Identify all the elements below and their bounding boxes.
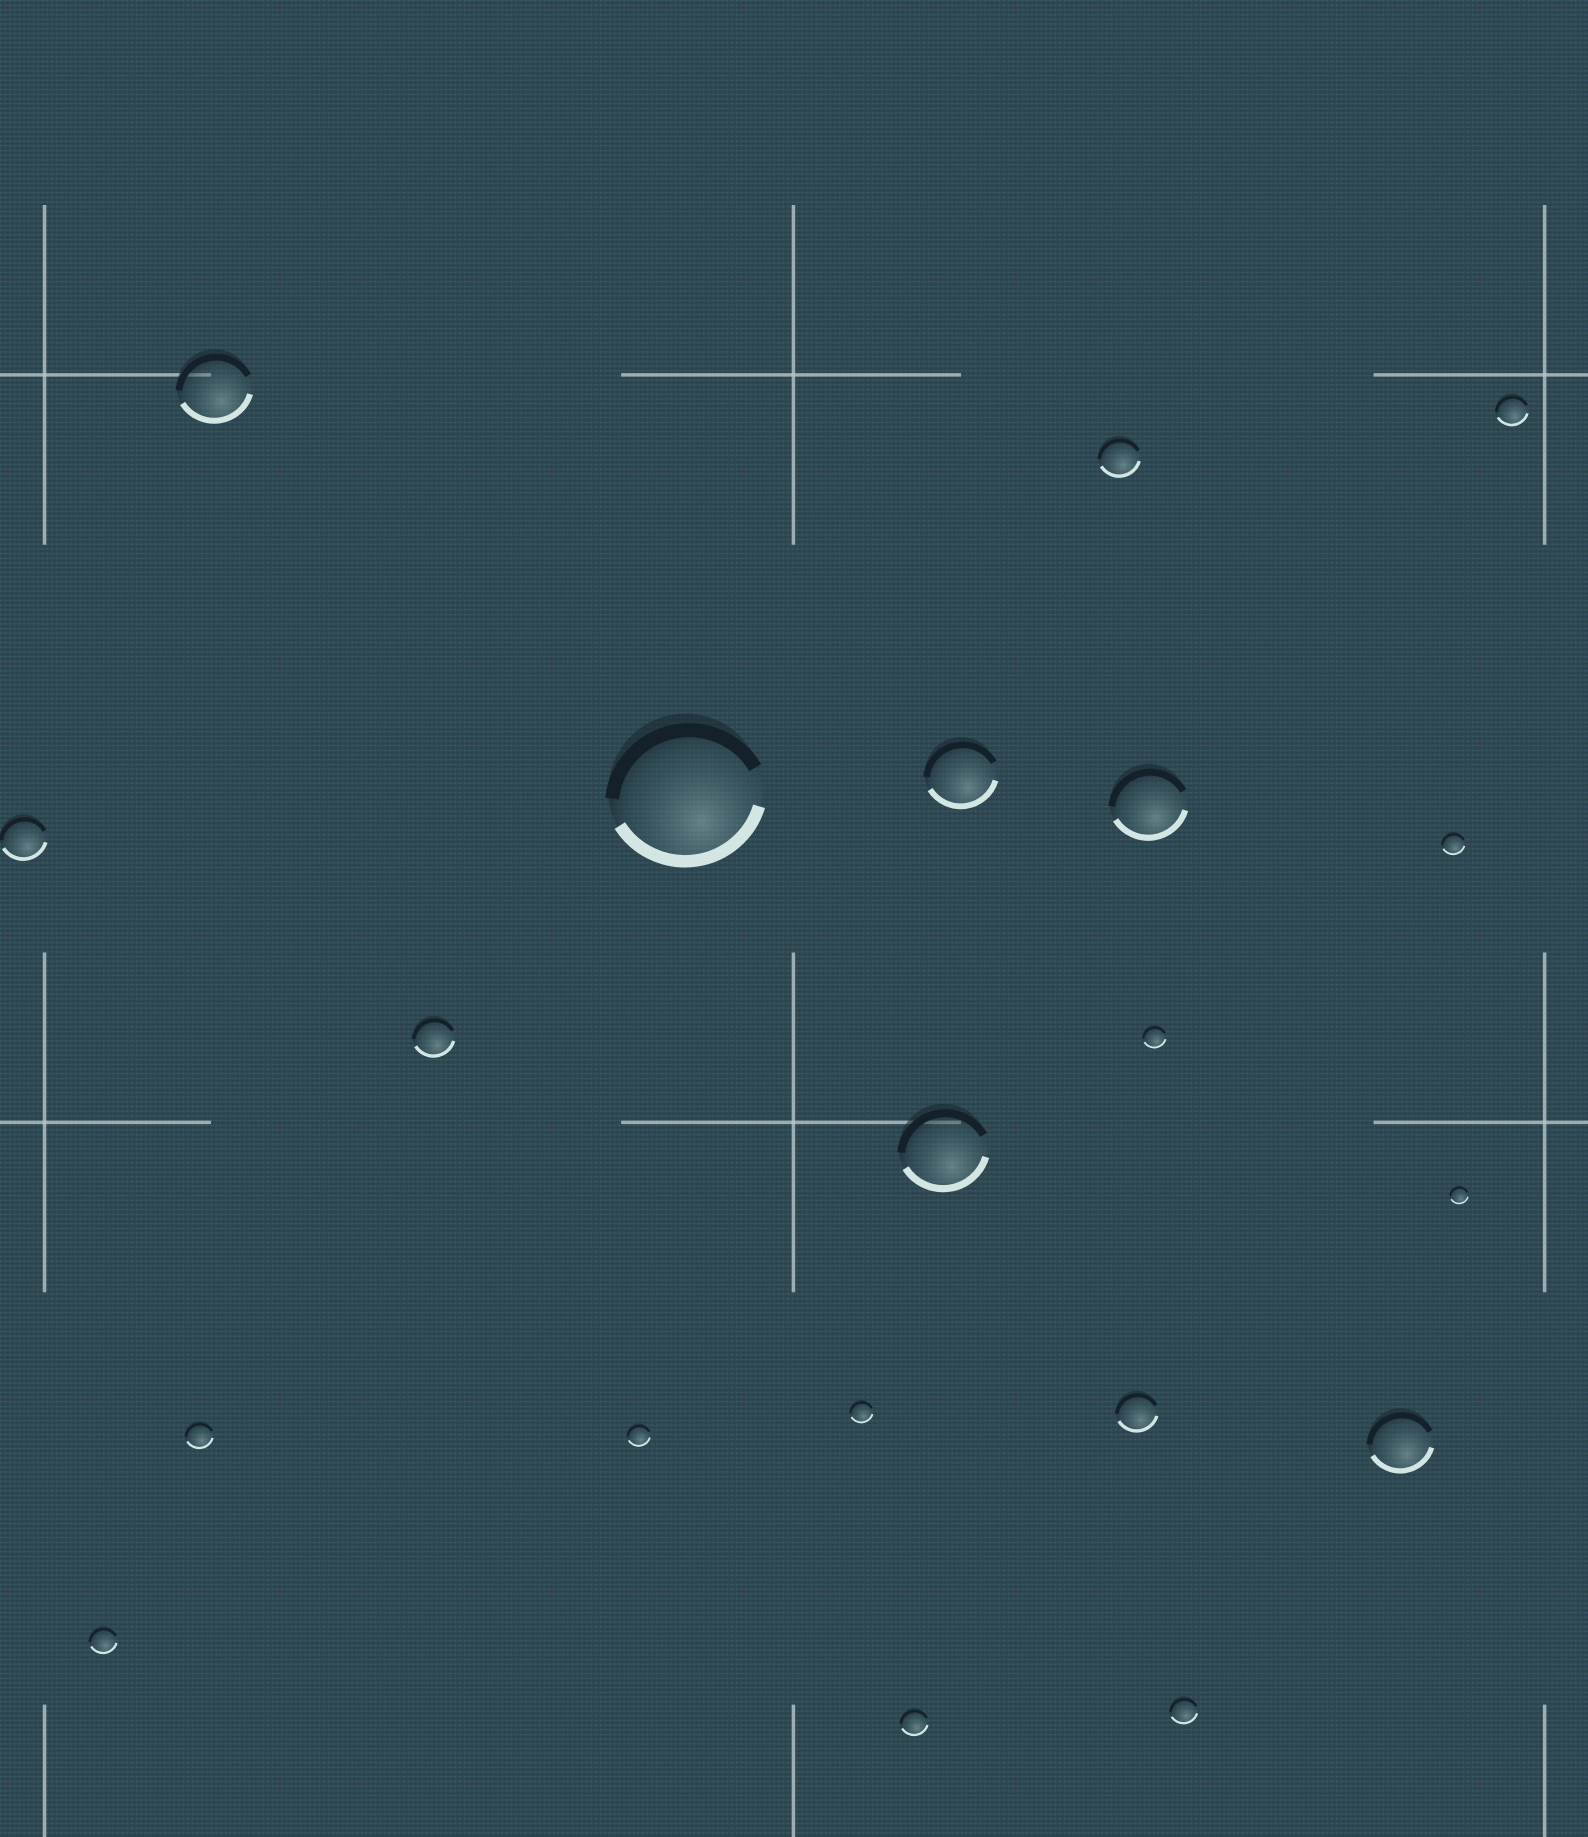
crater: [625, 1422, 652, 1448]
crater: [87, 1624, 119, 1656]
crater: [1096, 433, 1143, 480]
crater: [898, 1706, 930, 1738]
crater: [1168, 1695, 1200, 1726]
crater: [848, 1398, 875, 1425]
crater: [1113, 1388, 1160, 1435]
crater: [410, 1013, 457, 1060]
crater: [1440, 830, 1466, 857]
crater: [1493, 392, 1530, 428]
crater: [0, 814, 47, 861]
crater: [899, 1104, 988, 1193]
crater: [925, 737, 998, 810]
crater: [1448, 1184, 1470, 1206]
crater: [1141, 1024, 1168, 1050]
crater: [177, 349, 252, 424]
crater: [183, 1419, 215, 1451]
reseau-marks: [0, 205, 1588, 1837]
crater: [608, 713, 763, 868]
crater: [1368, 1408, 1434, 1474]
crater: [1110, 764, 1187, 841]
